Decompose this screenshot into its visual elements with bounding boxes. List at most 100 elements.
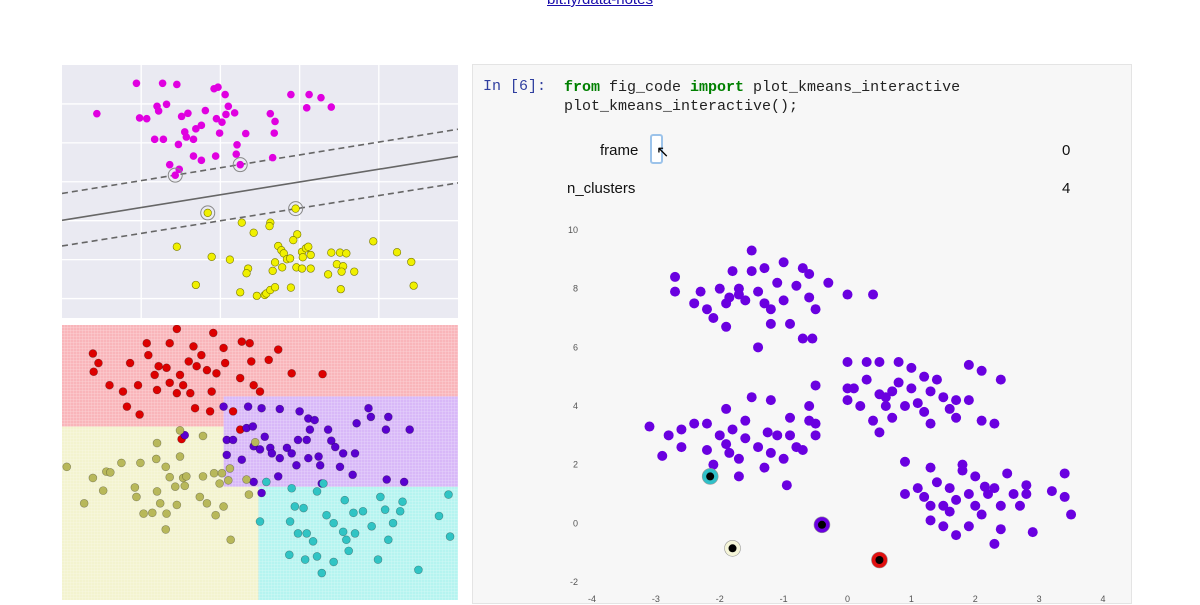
- data-point: [906, 383, 917, 394]
- yellow-point: [407, 257, 416, 267]
- data-point: [727, 266, 738, 277]
- olive-point: [211, 510, 220, 520]
- purple-point: [219, 402, 228, 411]
- red-point: [246, 357, 256, 366]
- magenta-point: [302, 104, 311, 112]
- red-point: [219, 343, 228, 353]
- centroid-center: [706, 472, 715, 481]
- yellow-point: [392, 248, 402, 257]
- data-point: [976, 365, 987, 376]
- red-point: [144, 350, 153, 360]
- data-point: [861, 357, 872, 367]
- red-point: [237, 337, 247, 346]
- red-point: [89, 367, 98, 377]
- red-point: [162, 363, 171, 373]
- purple-point: [310, 415, 319, 425]
- data-point: [887, 412, 898, 423]
- yellow-point: [265, 222, 274, 231]
- red-point: [220, 358, 230, 368]
- olive-point: [98, 486, 108, 495]
- purple-point: [304, 453, 313, 463]
- frame-slider-handle[interactable]: [650, 134, 663, 164]
- decision-tree-plot-svg: [62, 324, 458, 600]
- purple-point: [350, 449, 360, 458]
- yellow-point: [270, 283, 280, 292]
- cyan-point: [299, 503, 308, 513]
- cyan-point: [414, 565, 423, 575]
- purple-point: [305, 425, 315, 434]
- magenta-point: [271, 117, 279, 126]
- data-point: [778, 453, 789, 464]
- margin-line: [61, 182, 459, 247]
- mouse-cursor-icon: ↖: [656, 144, 670, 161]
- decision-tree-plot: [62, 324, 458, 600]
- magenta-point: [222, 110, 230, 119]
- olive-point: [226, 535, 235, 545]
- imported-name: plot_kmeans_interactive: [744, 79, 961, 96]
- data-point: [733, 471, 744, 482]
- data-point: [714, 283, 725, 294]
- purple-point: [287, 449, 296, 458]
- notebook-cell[interactable]: In [6]: from fig_code import plot_kmeans…: [472, 64, 1132, 604]
- red-point: [245, 338, 255, 348]
- cyan-point: [312, 487, 322, 496]
- yellow-point: [249, 228, 258, 237]
- input-prompt: In [6]:: [483, 78, 547, 95]
- data-point: [925, 515, 936, 526]
- data-point: [944, 483, 955, 494]
- cyan-point: [349, 508, 358, 518]
- red-point: [125, 358, 135, 368]
- data-point: [657, 450, 668, 461]
- data-point: [989, 483, 1000, 494]
- data-notes-link[interactable]: bit.ly/data-notes: [0, 0, 1200, 8]
- magenta-point: [241, 129, 250, 138]
- data-point: [759, 263, 770, 274]
- data-point: [976, 509, 987, 520]
- purple-point: [335, 462, 345, 472]
- yellow-point: [350, 267, 359, 276]
- purple-point: [249, 477, 258, 487]
- purple-point: [257, 403, 266, 413]
- data-point: [772, 277, 783, 288]
- purple-point: [282, 443, 292, 453]
- data-point: [740, 415, 751, 426]
- data-point: [938, 521, 949, 532]
- red-point: [175, 370, 185, 380]
- magenta-point: [266, 109, 275, 118]
- data-point: [1027, 527, 1038, 538]
- purple-point: [293, 435, 303, 445]
- data-point: [868, 415, 879, 426]
- cyan-point: [317, 568, 327, 578]
- cyan-point: [329, 518, 338, 528]
- code-input[interactable]: from fig_code import plot_kmeans_interac…: [564, 78, 960, 116]
- olive-point: [88, 473, 98, 483]
- yellow-point: [324, 270, 333, 279]
- data-point: [1066, 509, 1077, 520]
- red-point: [118, 387, 128, 396]
- yellow-point: [291, 204, 300, 213]
- red-point: [255, 387, 265, 396]
- cyan-point: [285, 517, 295, 526]
- data-point: [765, 447, 776, 458]
- cyan-point: [380, 505, 390, 514]
- data-point: [733, 453, 744, 464]
- olive-point: [79, 499, 89, 508]
- olive-point: [195, 492, 205, 502]
- olive-point: [62, 462, 72, 472]
- magenta-point: [165, 160, 174, 169]
- purple-point: [255, 445, 265, 454]
- y-tick-label: 6: [573, 342, 578, 352]
- data-point: [689, 418, 700, 429]
- magenta-point: [93, 109, 101, 118]
- support-vector-ring: [200, 205, 216, 221]
- data-point: [899, 401, 910, 411]
- magenta-point: [142, 114, 151, 123]
- data-point: [931, 374, 942, 385]
- data-point: [781, 480, 792, 491]
- yellow-point: [297, 264, 307, 273]
- olive-point: [219, 502, 228, 511]
- cyan-point: [376, 492, 385, 502]
- data-point: [931, 477, 942, 488]
- magenta-point: [132, 79, 141, 88]
- yellow-point: [304, 242, 313, 251]
